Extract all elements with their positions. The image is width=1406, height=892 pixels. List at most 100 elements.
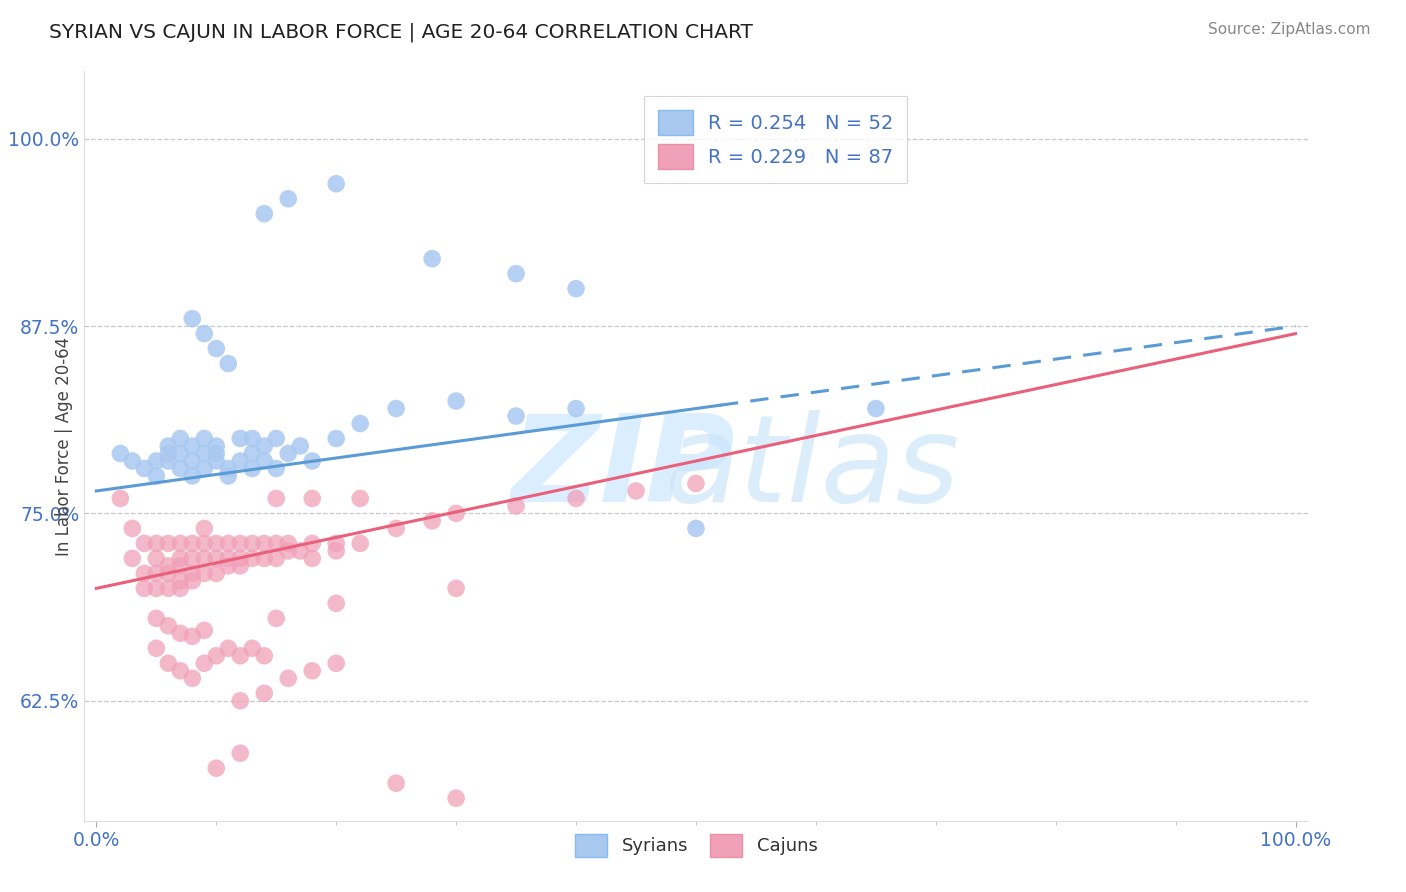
- Point: [205, 566, 228, 581]
- Point: [169, 626, 191, 640]
- Point: [565, 401, 588, 416]
- Point: [240, 536, 263, 550]
- Point: [505, 499, 527, 513]
- Point: [134, 582, 156, 596]
- Text: ZIP: ZIP: [510, 410, 734, 527]
- Point: [121, 551, 143, 566]
- Point: [181, 551, 204, 566]
- Point: [565, 282, 588, 296]
- Point: [205, 446, 228, 460]
- Point: [277, 671, 299, 685]
- Point: [145, 454, 167, 468]
- Point: [240, 461, 263, 475]
- Point: [205, 536, 228, 550]
- Point: [253, 648, 276, 663]
- Point: [229, 694, 252, 708]
- Point: [217, 641, 239, 656]
- Legend: Syrians, Cajuns: Syrians, Cajuns: [567, 826, 825, 864]
- Point: [253, 551, 276, 566]
- Point: [169, 664, 191, 678]
- Point: [157, 619, 180, 633]
- Y-axis label: In Labor Force | Age 20-64: In Labor Force | Age 20-64: [55, 336, 73, 556]
- Point: [349, 491, 371, 506]
- Point: [229, 432, 252, 446]
- Point: [264, 432, 287, 446]
- Text: SYRIAN VS CAJUN IN LABOR FORCE | AGE 20-64 CORRELATION CHART: SYRIAN VS CAJUN IN LABOR FORCE | AGE 20-…: [49, 22, 754, 42]
- Point: [217, 461, 239, 475]
- Point: [385, 521, 408, 535]
- Point: [865, 401, 887, 416]
- Point: [290, 544, 312, 558]
- Point: [134, 536, 156, 550]
- Point: [505, 267, 527, 281]
- Point: [301, 454, 323, 468]
- Point: [240, 432, 263, 446]
- Point: [253, 454, 276, 468]
- Point: [193, 536, 215, 550]
- Point: [290, 439, 312, 453]
- Point: [145, 566, 167, 581]
- Point: [349, 417, 371, 431]
- Point: [157, 566, 180, 581]
- Point: [277, 192, 299, 206]
- Point: [685, 476, 707, 491]
- Point: [205, 648, 228, 663]
- Point: [301, 491, 323, 506]
- Point: [217, 551, 239, 566]
- Point: [253, 536, 276, 550]
- Point: [264, 551, 287, 566]
- Point: [181, 671, 204, 685]
- Point: [145, 551, 167, 566]
- Point: [145, 469, 167, 483]
- Point: [145, 536, 167, 550]
- Point: [229, 648, 252, 663]
- Point: [205, 342, 228, 356]
- Point: [205, 551, 228, 566]
- Point: [385, 401, 408, 416]
- Point: [277, 536, 299, 550]
- Point: [193, 446, 215, 460]
- Point: [157, 558, 180, 573]
- Point: [301, 536, 323, 550]
- Point: [277, 446, 299, 460]
- Point: [253, 439, 276, 453]
- Point: [325, 596, 347, 610]
- Point: [217, 536, 239, 550]
- Point: [229, 551, 252, 566]
- Point: [157, 446, 180, 460]
- Point: [420, 514, 443, 528]
- Point: [505, 409, 527, 423]
- Point: [157, 657, 180, 671]
- Point: [181, 311, 204, 326]
- Point: [444, 791, 467, 805]
- Point: [145, 641, 167, 656]
- Point: [301, 664, 323, 678]
- Point: [253, 686, 276, 700]
- Point: [169, 461, 191, 475]
- Point: [181, 536, 204, 550]
- Point: [169, 558, 191, 573]
- Point: [205, 454, 228, 468]
- Point: [325, 536, 347, 550]
- Point: [325, 432, 347, 446]
- Point: [240, 641, 263, 656]
- Point: [169, 551, 191, 566]
- Point: [565, 491, 588, 506]
- Point: [240, 446, 263, 460]
- Point: [217, 357, 239, 371]
- Point: [240, 551, 263, 566]
- Point: [624, 483, 647, 498]
- Point: [205, 439, 228, 453]
- Point: [301, 551, 323, 566]
- Point: [134, 566, 156, 581]
- Point: [181, 566, 204, 581]
- Point: [169, 536, 191, 550]
- Point: [193, 657, 215, 671]
- Point: [264, 461, 287, 475]
- Point: [193, 432, 215, 446]
- Point: [134, 461, 156, 475]
- Point: [217, 558, 239, 573]
- Point: [229, 454, 252, 468]
- Point: [157, 536, 180, 550]
- Point: [193, 566, 215, 581]
